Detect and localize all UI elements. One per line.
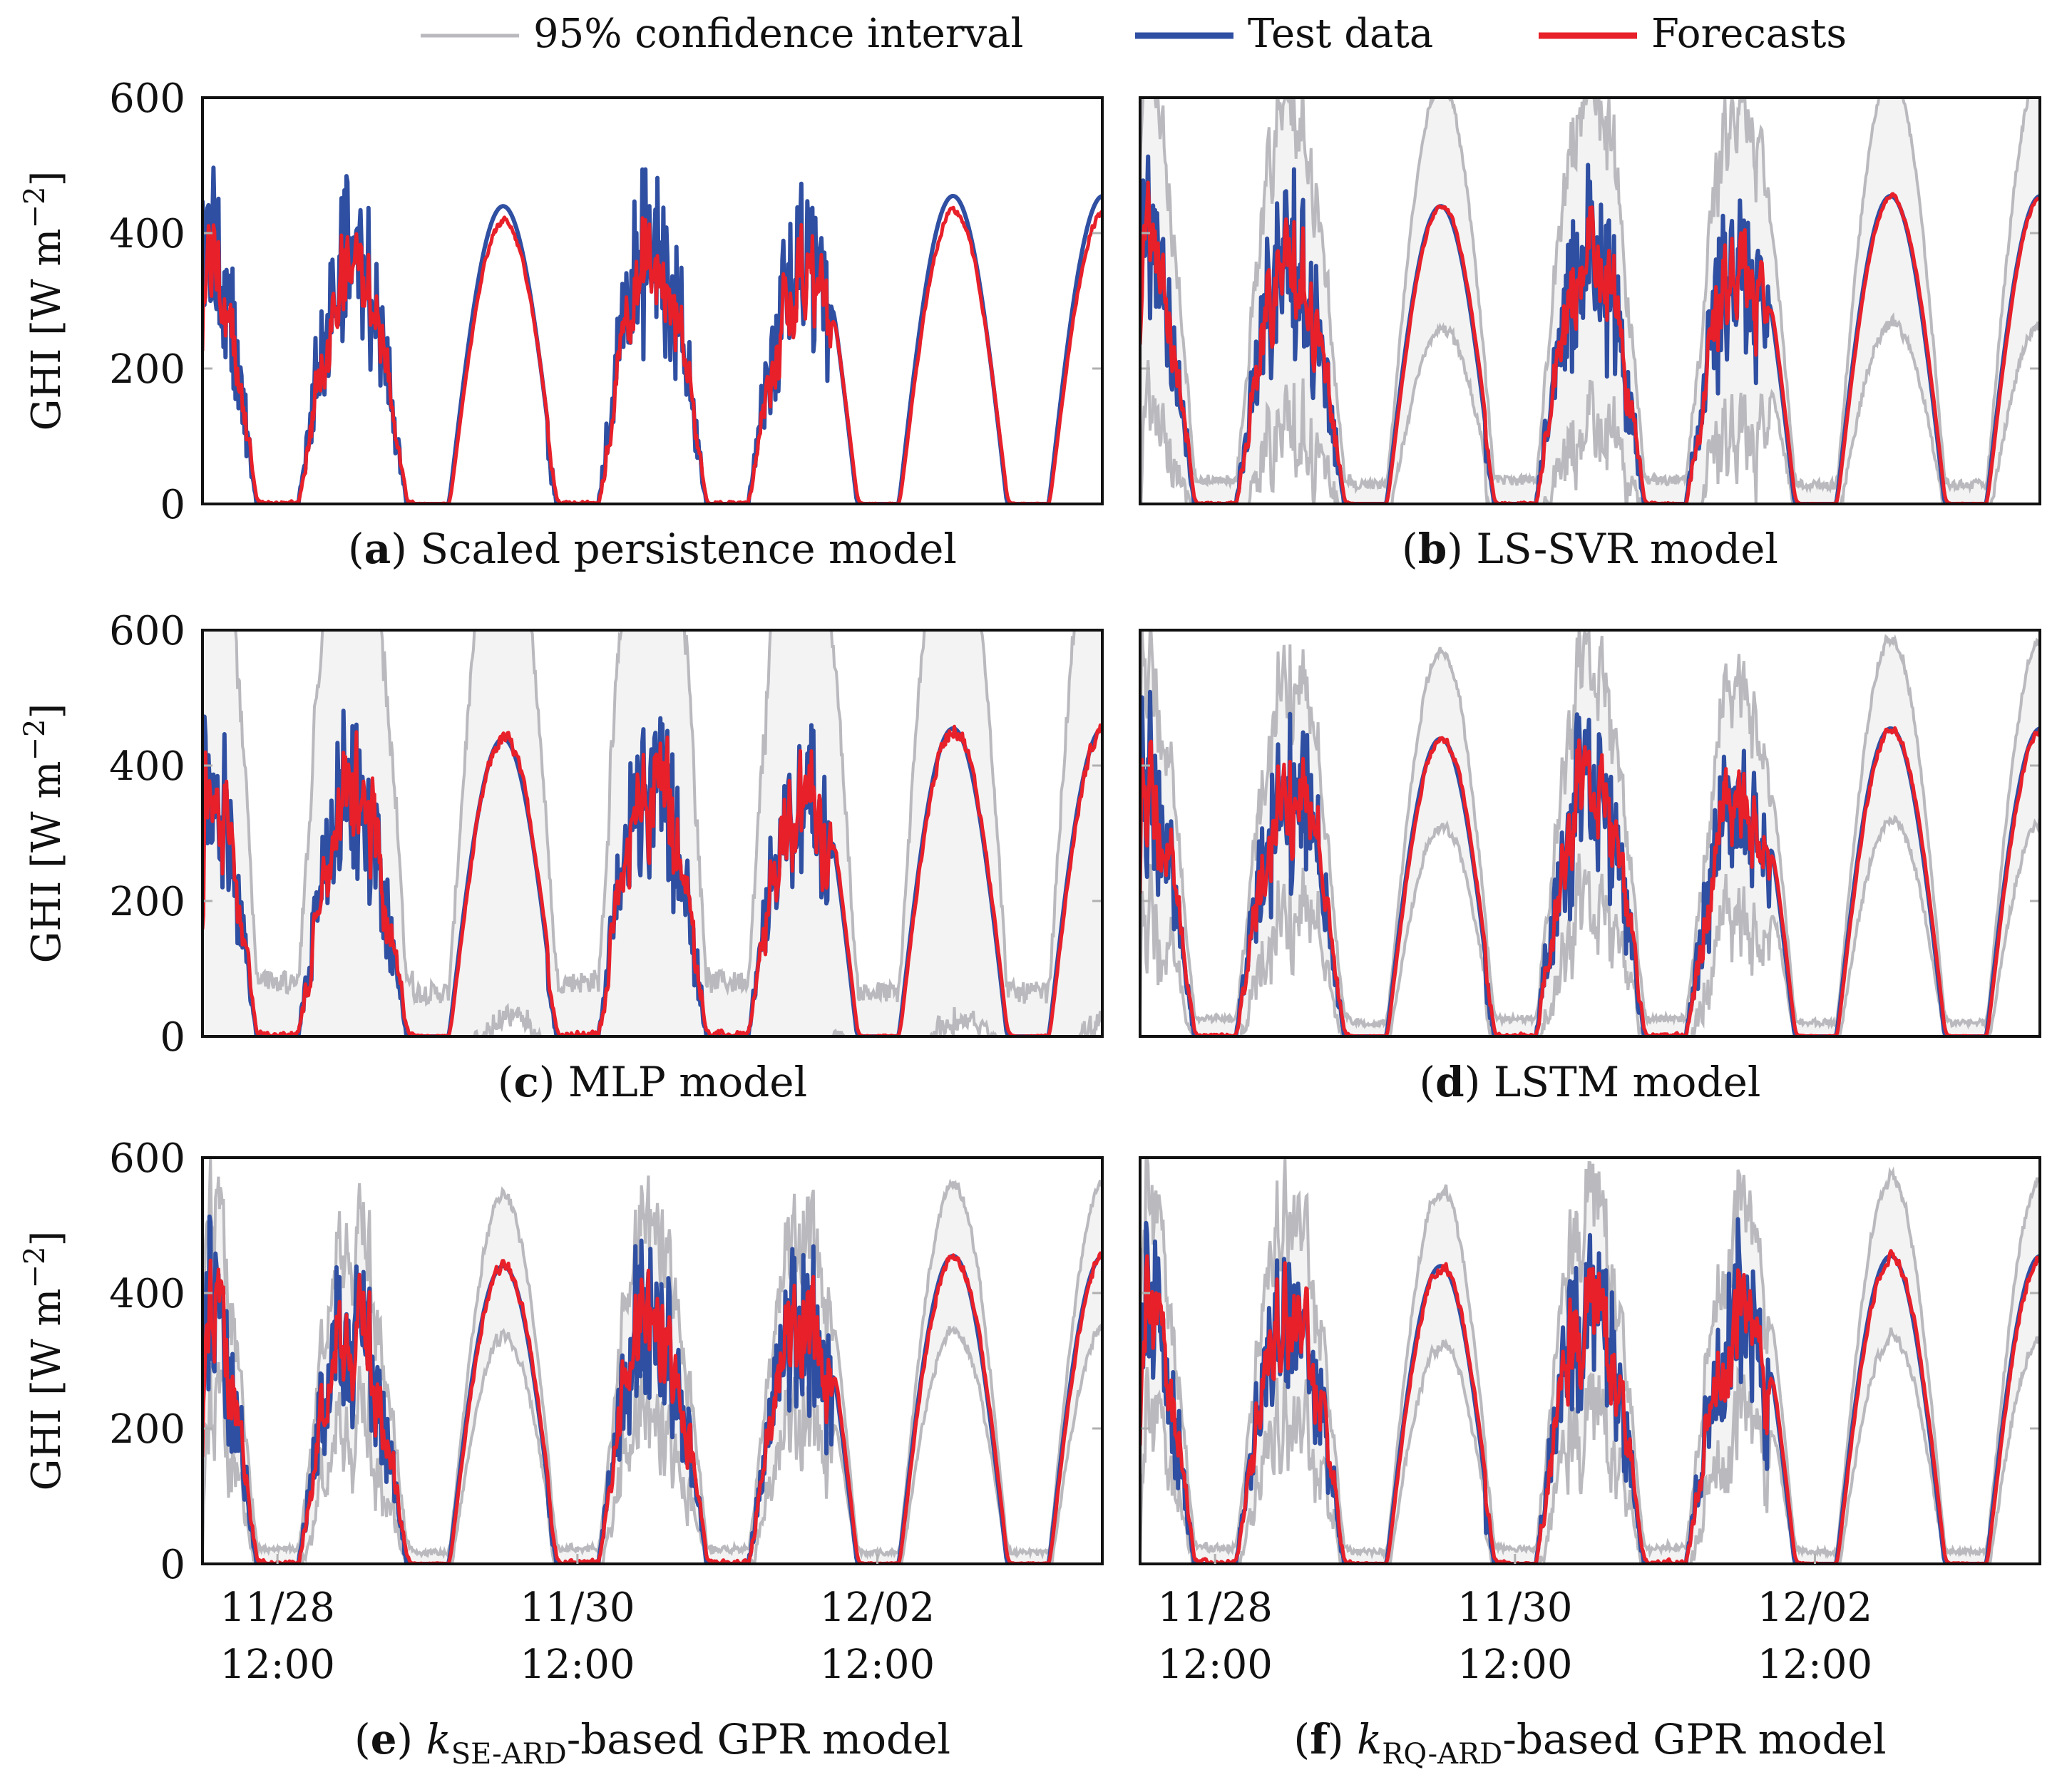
xtick-label-date: 11/30 (1457, 1585, 1572, 1631)
plot-area-b (1140, 98, 2040, 504)
ytick-label: 0 (160, 482, 185, 528)
xtick-label-time: 12:00 (1457, 1642, 1572, 1688)
axes-frame (201, 1156, 1104, 1565)
plot-area-e (202, 1158, 1102, 1564)
plot-area-c (202, 630, 1102, 1036)
caption-letter: f (1310, 1715, 1330, 1763)
ylabel: GHI [W m−2] (19, 1231, 70, 1491)
caption-letter: d (1435, 1058, 1464, 1106)
ci-band (1140, 98, 2040, 504)
legend-test-label: Test data (1248, 11, 1433, 57)
xtick-label-date: 11/28 (220, 1585, 334, 1631)
ylabel-main: GHI [W m (24, 229, 70, 431)
ci-band (202, 1158, 1102, 1564)
axes-frame (201, 96, 1104, 505)
test-data-line (202, 165, 1102, 504)
caption-k: k (426, 1715, 451, 1763)
axes-frame (1139, 1156, 2041, 1565)
caption-text: Scaled persistence model (407, 525, 957, 573)
caption-f: (f) kRQ-ARD-based GPR model (1293, 1715, 1886, 1771)
panel-f: 11/28 12:00 11/30 12:00 12/02 12:00 (f) kRQ-AR… (1139, 1156, 2041, 1771)
ylabel: GHI [W m−2] (19, 704, 70, 964)
forecast-line (202, 723, 1102, 1036)
ytick-label: 600 (109, 608, 185, 654)
plot-area-d (1140, 630, 2040, 1036)
ylabel-bracket: ] (24, 171, 70, 187)
caption-letter: b (1418, 525, 1447, 573)
ytick-label: 400 (109, 743, 185, 790)
forecast-line (1140, 180, 2040, 504)
caption-d: (d) LSTM model (1420, 1058, 1761, 1106)
test-data-line (1140, 689, 2040, 1036)
plot-area-f (1140, 1158, 2040, 1564)
forecast-line (202, 205, 1102, 504)
caption-subscript: SE-ARD (451, 1738, 567, 1771)
xtick-label-date: 11/28 (1157, 1585, 1272, 1631)
xtick-label-time: 12:00 (520, 1642, 635, 1688)
caption-letter: c (513, 1058, 538, 1106)
caption-letter: e (371, 1715, 397, 1763)
panel-d: (d) LSTM model (1139, 629, 2041, 1106)
caption-a: (a) Scaled persistence model (348, 525, 957, 573)
forecast-line (202, 1251, 1102, 1564)
ci-upper-line (202, 1158, 1102, 1561)
caption-b: (b) LS-SVR model (1402, 525, 1778, 573)
ci-lower-line (202, 1002, 1102, 1036)
ytick-label: 600 (109, 1136, 185, 1182)
legend-forecast-label: Forecasts (1651, 11, 1847, 57)
ytick-label: 0 (160, 1014, 185, 1061)
ci-upper-line (1140, 1158, 2040, 1560)
xtick-label-time: 12:00 (820, 1642, 935, 1688)
ylabel-main: GHI [W m (24, 761, 70, 964)
caption-subscript: RQ-ARD (1382, 1738, 1502, 1771)
axes-frame (1139, 629, 2041, 1038)
caption-letter: a (364, 525, 391, 573)
panel-a: 0 200 400 600 GHI [W m−2] (a) Scaled persiste… (19, 76, 1104, 573)
xtick-label-date: 12/02 (820, 1585, 935, 1631)
panel-e: 0 200 400 600 GHI [W m−2] 11/28 12:00 11/30 12:0… (19, 1136, 1104, 1771)
caption-rest: -based GPR model (1502, 1715, 1886, 1763)
ylabel-bracket: ] (24, 1231, 70, 1247)
caption-text: LSTM model (1480, 1058, 1760, 1106)
xtick-label-time: 12:00 (1758, 1642, 1872, 1688)
ytick-label: 400 (109, 1271, 185, 1317)
ci-lower-line (1140, 1327, 2040, 1564)
ytick-label: 200 (109, 879, 185, 925)
xtick-label-date: 12/02 (1758, 1585, 1872, 1631)
caption-e: (e) kSE-ARD-based GPR model (354, 1715, 950, 1771)
ylabel-bracket: ] (24, 704, 70, 719)
ytick-label: 0 (160, 1542, 185, 1588)
legend: 95% confidence interval Test data Foreca… (421, 11, 1847, 57)
ylabel-exponent: −2 (19, 719, 51, 761)
axes-frame (1139, 96, 2041, 505)
forecast-line (1140, 726, 2040, 1036)
plot-area-a (202, 165, 1102, 504)
ci-upper-line (1140, 630, 2040, 1030)
ci-band (1140, 1158, 2040, 1564)
legend-ci-label: 95% confidence interval (533, 11, 1023, 57)
ylabel-exponent: −2 (19, 1247, 51, 1289)
ytick-label: 400 (109, 211, 185, 257)
caption-text: MLP model (555, 1058, 807, 1106)
ylabel-exponent: −2 (19, 187, 51, 229)
caption-k: k (1357, 1715, 1382, 1763)
panel-c: 0 200 400 600 GHI [W m−2] (c) MLP model (19, 608, 1104, 1106)
axes-frame (201, 629, 1104, 1038)
ci-lower-line (1140, 312, 2040, 504)
caption-rest: -based GPR model (567, 1715, 950, 1763)
ytick-label: 200 (109, 1406, 185, 1453)
ci-lower-line (202, 1323, 1102, 1564)
panel-b: (b) LS-SVR model (1139, 96, 2041, 573)
ylabel: GHI [W m−2] (19, 171, 70, 431)
xtick-label-time: 12:00 (220, 1642, 334, 1688)
ytick-label: 600 (109, 76, 185, 122)
xtick-label-date: 11/30 (520, 1585, 635, 1631)
caption-c: (c) MLP model (498, 1058, 807, 1106)
xtick-label-time: 12:00 (1157, 1642, 1272, 1688)
caption-text: LS-SVR model (1463, 525, 1778, 573)
forecast-line (1140, 1249, 2040, 1564)
ylabel-main: GHI [W m (24, 1289, 70, 1491)
ytick-label: 200 (109, 346, 185, 393)
